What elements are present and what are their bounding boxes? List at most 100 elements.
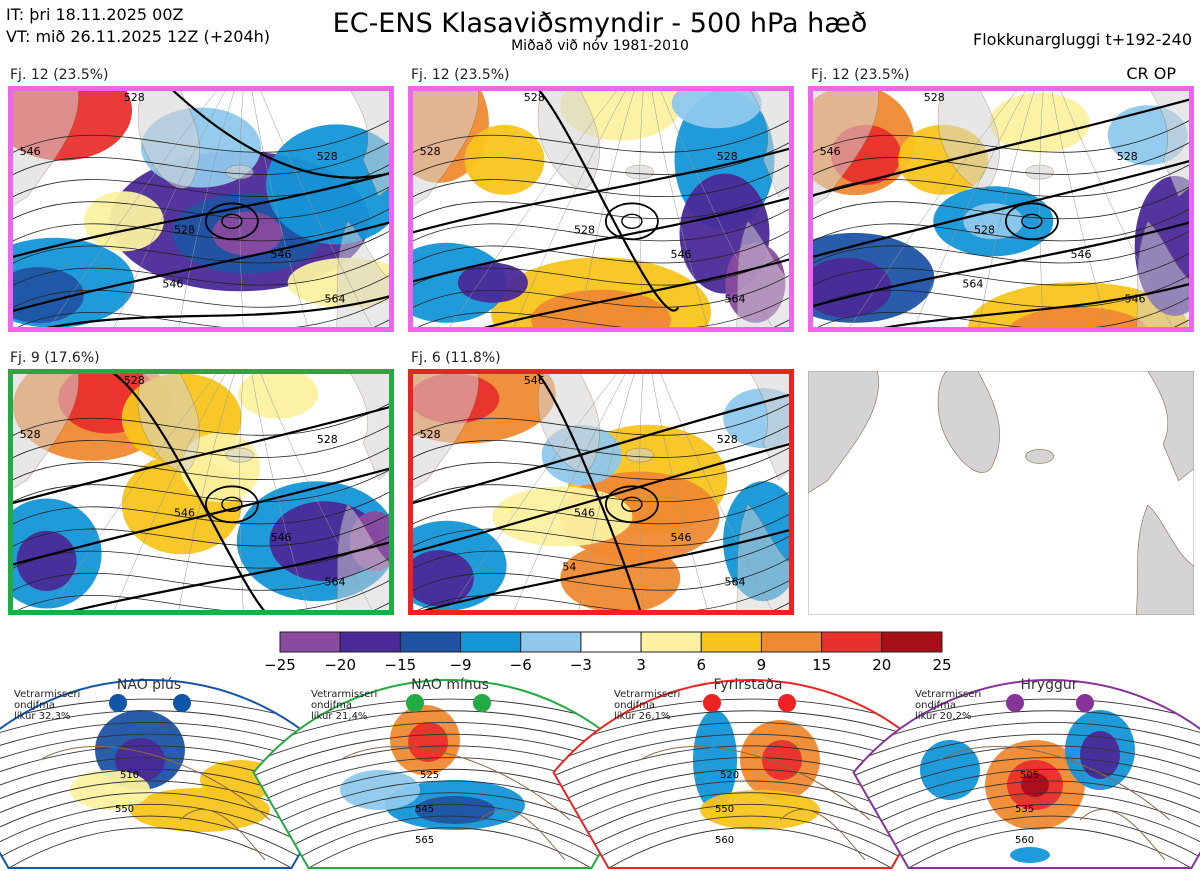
- regime-coastline: [639, 746, 871, 821]
- height-contour: [8, 184, 394, 222]
- anomaly-area: [671, 86, 762, 129]
- regime-contour: [253, 698, 647, 791]
- contour-label: 528: [974, 224, 995, 237]
- thick-contour: [23, 294, 394, 332]
- page-title: EC-ENS Klasaviðsmyndir - 500 hPa hæð: [332, 8, 868, 39]
- contour-label: 528: [1117, 150, 1138, 163]
- regime-frame: [808, 86, 1194, 332]
- canada-land: [808, 371, 879, 494]
- regime-contour-label: 535: [1015, 804, 1034, 815]
- regime-title-blocking: Fyrirstaða: [713, 677, 783, 693]
- height-contour: [808, 206, 1194, 244]
- page-subtitle: Miðað við nóv 1981-2010: [511, 38, 689, 54]
- anomaly-area: [83, 191, 164, 252]
- graticule-line: [577, 369, 636, 615]
- height-contour: [8, 294, 394, 332]
- regime-contour: [891, 815, 1200, 863]
- contour-label: 546: [174, 507, 195, 520]
- canada-land: [408, 86, 479, 210]
- graticule-line: [258, 86, 375, 332]
- thick-contour: [8, 171, 394, 260]
- thick-contour: [808, 158, 1194, 260]
- contour-label: 564: [325, 575, 346, 588]
- height-contour: [808, 139, 1194, 178]
- height-contour: [408, 184, 794, 222]
- regime-contour-label: 560: [1015, 835, 1034, 846]
- thick-contour: [8, 466, 394, 567]
- anomaly-area: [531, 289, 671, 332]
- height-contour: [408, 206, 794, 244]
- contour-label: 546: [20, 145, 41, 158]
- height-contour: [8, 250, 394, 289]
- thick-contour: [808, 220, 1194, 309]
- contour-label: 54: [562, 561, 576, 574]
- height-contour: [408, 489, 794, 527]
- regime-contour: [553, 722, 947, 805]
- height-contour: [808, 250, 1194, 289]
- europe-land: [735, 220, 794, 332]
- regime-contour: [591, 815, 909, 863]
- contour-label: 528: [524, 91, 545, 104]
- regime-coastline: [479, 808, 566, 861]
- height-contour: [8, 489, 394, 527]
- graticule-line: [239, 369, 244, 615]
- height-contour: [808, 161, 1194, 200]
- anomaly-area: [464, 124, 545, 195]
- graticule-line: [658, 369, 775, 615]
- europe-land: [335, 503, 394, 615]
- graticule-line: [639, 86, 644, 332]
- contour-label: 528: [317, 433, 338, 446]
- regime-contour: [0, 722, 347, 805]
- cluster-map-graphic: 546 528 528 546 546 564 54: [408, 369, 794, 615]
- contour-label: 528: [420, 428, 441, 441]
- regime-contour: [606, 827, 894, 868]
- graticule-line: [111, 86, 229, 332]
- regime-dot: [406, 694, 424, 712]
- regime-contour: [275, 803, 625, 855]
- low-centre-contour: [1004, 202, 1059, 241]
- thick-contour: [8, 220, 394, 314]
- regime-contour: [306, 827, 594, 868]
- height-contour: [808, 117, 1194, 156]
- canada-land: [8, 369, 79, 493]
- contour-label: 528: [20, 428, 41, 441]
- cluster-title-3: Fj. 12 (23.5%): [811, 67, 910, 83]
- regime-frame: [408, 86, 794, 332]
- europe-land: [1135, 504, 1194, 615]
- anomaly-area: [457, 262, 528, 303]
- regime-title-nao-minus: NAO mínus: [411, 677, 489, 693]
- contour-label: 546: [574, 507, 595, 520]
- land-masses: [808, 371, 1194, 615]
- anomaly-area: [560, 543, 681, 614]
- low-centre-contour: [604, 202, 659, 241]
- cluster-map-5: 546 528 528 546 546 564 54: [408, 369, 794, 615]
- anomaly-area: [238, 369, 319, 419]
- header-left: IT: þri 18.11.2025 00Z VT: mið 26.11.202…: [6, 4, 270, 48]
- canada-land: [408, 369, 479, 493]
- height-contour: [408, 294, 794, 332]
- greenland-land: [937, 371, 1000, 473]
- height-contour: [8, 228, 394, 266]
- height-contour: [8, 467, 394, 505]
- regime-contour-label: 545: [415, 804, 434, 815]
- cluster-map-1: 528 546 528 528 546 564 546: [8, 86, 394, 332]
- regime-anomaly-area: [700, 790, 820, 830]
- contour-label: 528: [717, 433, 738, 446]
- regime-contour-label: 505: [1020, 770, 1039, 781]
- regime-note-blocking: Vetrarmisseri ondjfma líkur 26,1%: [614, 689, 681, 722]
- contour-label: 546: [524, 374, 545, 387]
- low-centre-contour: [604, 485, 659, 524]
- contour-label: 546: [670, 531, 691, 544]
- regime-frame: [8, 369, 394, 615]
- regime-contour: [253, 722, 647, 805]
- regime-contour-label: 550: [715, 804, 734, 815]
- thick-contour: [408, 527, 794, 615]
- anomaly-area: [266, 124, 394, 245]
- height-contour: [408, 117, 794, 156]
- regime-anomaly-area: [408, 722, 448, 762]
- height-contour: [408, 444, 794, 483]
- regime-contour: [859, 792, 1200, 848]
- cluster-title-4: Fj. 9 (17.6%): [10, 350, 100, 366]
- cluster-map-2: 528 528 528 528 546 564: [408, 86, 794, 332]
